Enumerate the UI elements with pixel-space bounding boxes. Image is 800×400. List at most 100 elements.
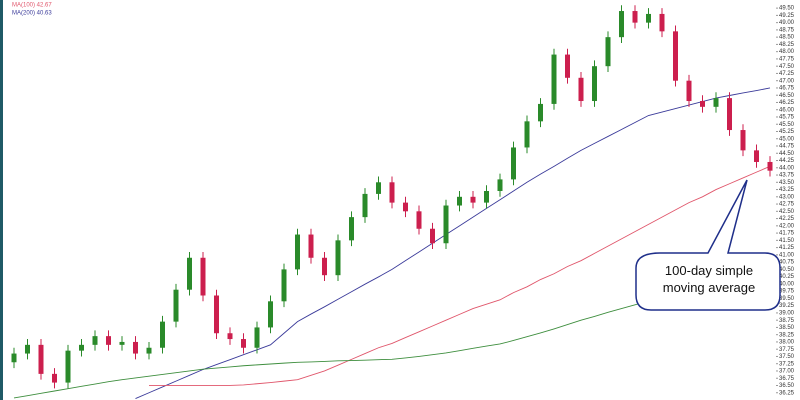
y-tick-label: 46.25	[779, 100, 795, 106]
y-tick-label: 36.50	[779, 383, 795, 389]
candle-body	[443, 205, 449, 244]
candle-body	[25, 344, 30, 354]
candle-body	[268, 301, 273, 328]
candle-body	[106, 336, 111, 345]
candle-body	[524, 121, 530, 148]
y-tick-label: 40.50	[779, 267, 795, 273]
candle-body	[389, 182, 395, 203]
y-tick-label: 41.25	[779, 245, 795, 251]
y-tick-label: 44.00	[779, 165, 795, 171]
y-tick-label: 43.00	[779, 194, 795, 200]
y-tick-label: 42.25	[779, 216, 795, 222]
y-tick-label: 43.75	[779, 173, 795, 179]
candle-body	[727, 98, 732, 131]
candle-body	[241, 339, 246, 348]
candle-body	[214, 295, 219, 334]
candle-body	[632, 11, 638, 23]
candle-body	[646, 13, 651, 23]
candle-body	[700, 101, 705, 107]
y-tick-label: 41.50	[779, 238, 795, 244]
candle-body	[376, 182, 381, 194]
candle-body	[511, 147, 516, 180]
moving-average-line	[135, 87, 771, 399]
y-tick-label: 46.50	[779, 93, 795, 99]
y-tick-label: 45.00	[779, 136, 795, 142]
candle-body	[187, 257, 192, 290]
legend-label: MA(100) 42.67	[12, 3, 52, 9]
y-tick-label: 46.00	[779, 107, 795, 113]
y-tick-label: 48.25	[779, 42, 795, 48]
candle-body	[227, 333, 233, 340]
annotation: 100-day simple moving average	[662, 263, 756, 295]
candle-body	[403, 202, 408, 212]
candle-body	[335, 240, 341, 276]
candle-body	[470, 196, 476, 203]
y-tick-label: 45.50	[779, 122, 795, 128]
candle-body	[565, 54, 570, 78]
y-tick-label: 42.00	[779, 223, 795, 229]
left-border	[0, 0, 3, 400]
candle-body	[52, 373, 57, 383]
callout-bubble	[635, 179, 781, 311]
y-tick-label: 45.75	[779, 115, 795, 121]
y-tick-label: 47.75	[779, 57, 795, 63]
y-tick-label: 49.25	[779, 13, 795, 19]
candle-body	[133, 341, 138, 354]
candle-body	[457, 196, 462, 206]
y-tick-label: 37.50	[779, 354, 795, 360]
legend-label: MA(200) 40.63	[12, 11, 52, 17]
candle-body	[349, 217, 354, 241]
candle-body	[416, 211, 422, 229]
y-tick-label: 48.50	[779, 35, 795, 41]
y-tick-label: 36.25	[779, 390, 795, 396]
candle-body	[119, 341, 125, 345]
candle-body	[322, 257, 327, 276]
y-tick-label: 46.75	[779, 86, 795, 92]
candle-body	[295, 234, 300, 270]
moving-average-line	[149, 165, 771, 386]
y-tick-label: 38.50	[779, 325, 795, 331]
candle-body	[362, 193, 368, 218]
y-tick-label: 37.25	[779, 361, 795, 367]
y-tick-label: 47.50	[779, 64, 795, 70]
candle-body	[673, 31, 678, 81]
candle-body	[200, 257, 206, 296]
y-tick-label: 41.75	[779, 231, 795, 237]
y-tick-label: 44.25	[779, 158, 795, 164]
candle-body	[65, 350, 71, 383]
candle-body	[281, 269, 287, 302]
candle-body	[686, 80, 692, 102]
candle-body	[551, 54, 557, 104]
candle-body	[308, 234, 314, 258]
candle-body	[146, 347, 152, 354]
y-tick-label: 48.00	[779, 49, 795, 55]
candle-body	[173, 289, 179, 322]
candle-body	[754, 150, 759, 162]
y-tick-label: 38.75	[779, 318, 795, 324]
y-tick-label: 43.50	[779, 180, 795, 186]
y-tick-label: 40.75	[779, 260, 795, 266]
y-tick-label: 39.50	[779, 296, 795, 302]
y-tick-label: 37.00	[779, 369, 795, 375]
y-tick-label: 37.75	[779, 347, 795, 353]
candle-body	[619, 11, 624, 38]
y-tick-label: 43.25	[779, 187, 795, 193]
candle-body	[767, 161, 773, 171]
y-tick-label: 36.75	[779, 376, 795, 382]
y-tick-label: 38.00	[779, 340, 795, 346]
candle-body	[740, 130, 746, 151]
candle-body	[79, 344, 84, 351]
candle-body	[497, 179, 503, 192]
y-tick-label: 49.00	[779, 20, 795, 26]
y-tick-label: 47.00	[779, 78, 795, 84]
y-tick-label: 42.75	[779, 202, 795, 208]
candle-body	[659, 13, 665, 32]
y-tick-label: 39.75	[779, 289, 795, 295]
y-tick-label: 44.50	[779, 151, 795, 157]
candle-body	[92, 336, 98, 345]
candle-body	[160, 321, 165, 348]
y-tick-label: 40.25	[779, 274, 795, 280]
candle-body	[605, 37, 611, 67]
